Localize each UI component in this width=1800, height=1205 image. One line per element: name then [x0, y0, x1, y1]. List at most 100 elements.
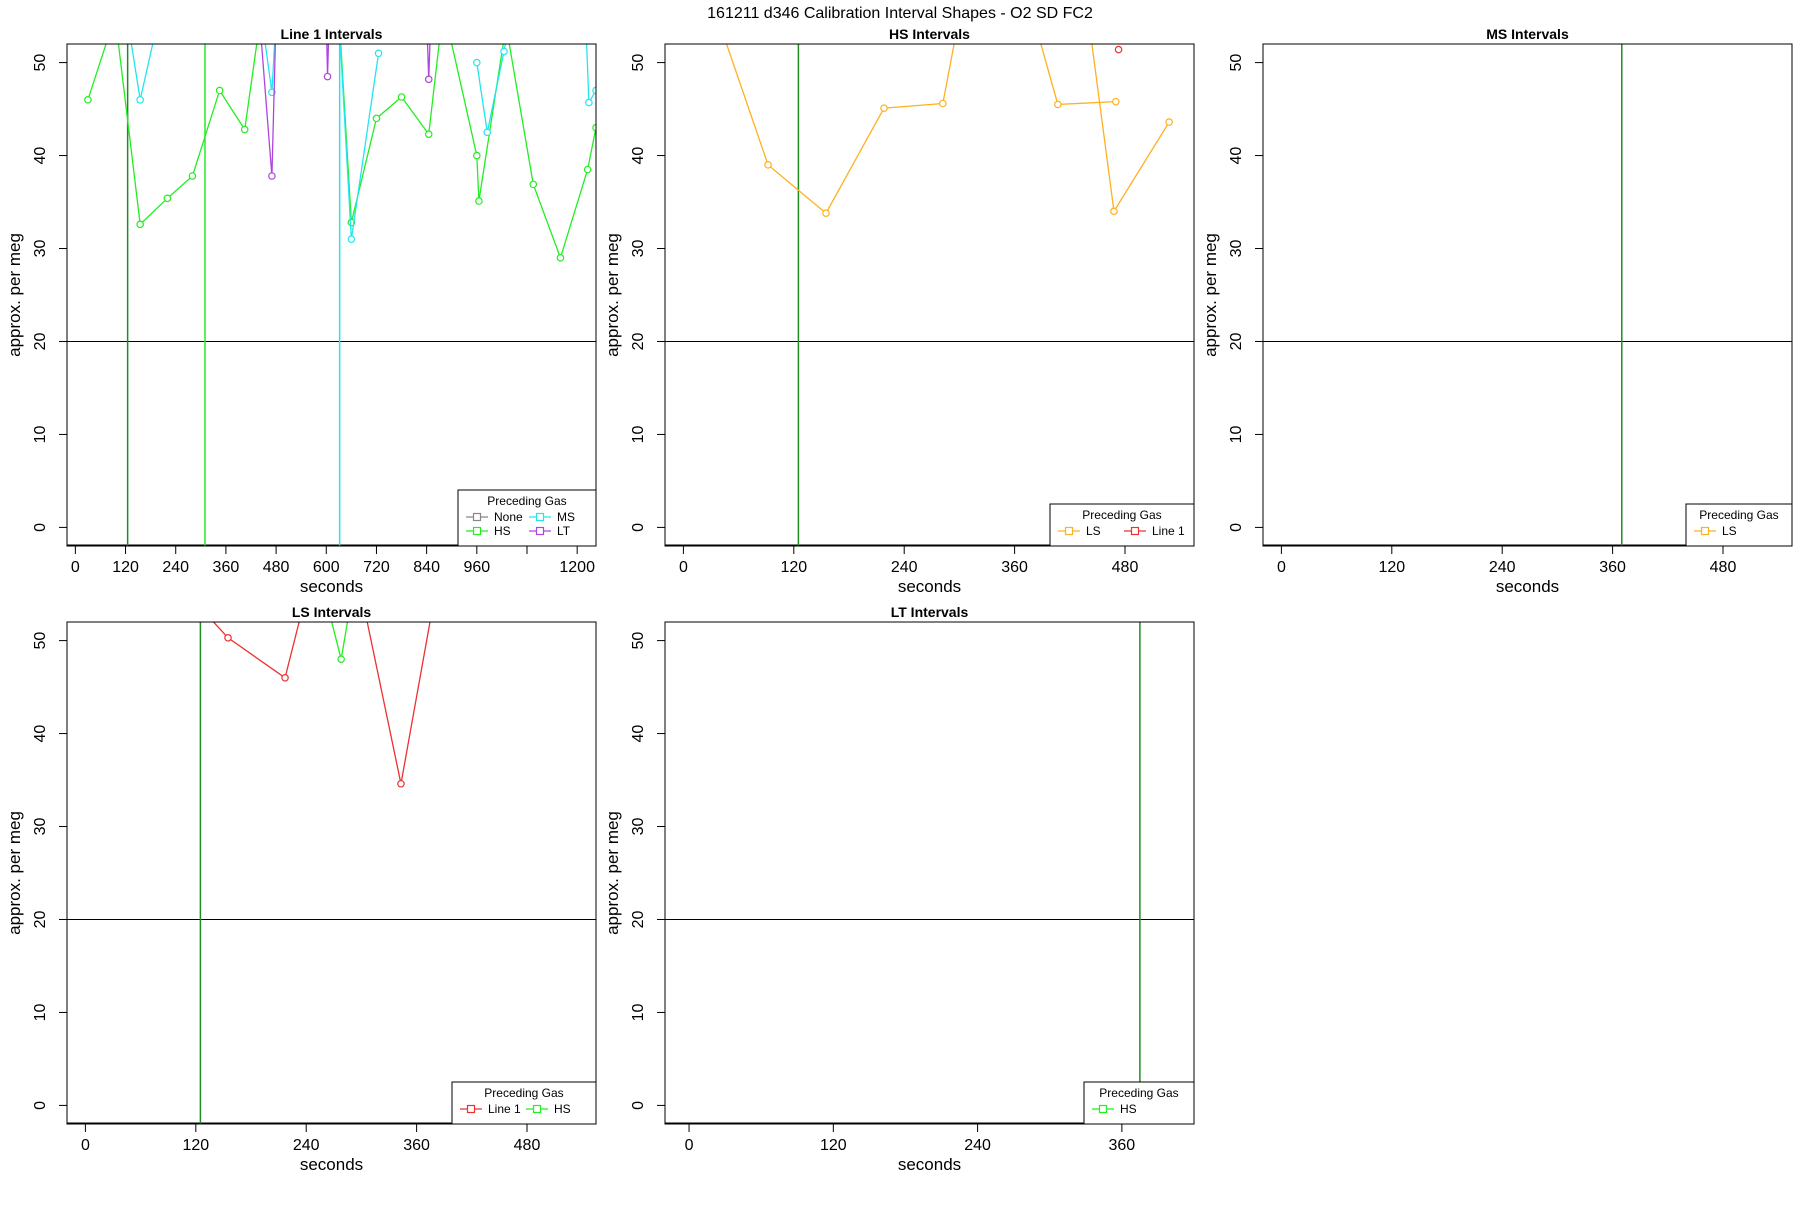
y-tick-label: 50: [32, 632, 49, 650]
y-tick-label: 20: [1228, 332, 1245, 350]
y-tick-label: 50: [32, 54, 49, 72]
data-point: [136, 95, 144, 104]
legend-title: Preceding Gas: [484, 1086, 563, 1100]
x-tick-label: 0: [679, 559, 688, 576]
series-lt: [260, 44, 277, 180]
y-tick-label: 10: [630, 425, 647, 443]
data-point: [268, 172, 276, 180]
data-point: [1110, 207, 1118, 216]
y-tick-label: 40: [32, 725, 49, 743]
x-tick-label: 480: [1112, 559, 1139, 576]
plot-area: [67, 622, 596, 1124]
legend-title: Preceding Gas: [1099, 1086, 1178, 1100]
plot-area: [665, 44, 1194, 546]
y-tick-label: 30: [630, 240, 647, 258]
data-point: [397, 93, 406, 101]
series-line: [476, 44, 506, 133]
y-tick-label: 10: [630, 1003, 647, 1021]
x-tick-label: 0: [1277, 559, 1286, 576]
data-point: [424, 130, 433, 138]
series-line: [339, 44, 380, 240]
series-line: [1091, 44, 1170, 214]
data-point: [939, 99, 947, 108]
y-tick-label: 30: [630, 818, 647, 836]
legend-box: [1685, 503, 1793, 547]
data-point: [224, 634, 232, 642]
legend-entry: HS: [494, 524, 511, 538]
legend-swatch-marker: [535, 512, 545, 522]
x-tick-label: 240: [1489, 559, 1516, 576]
legend-entry: LS: [1722, 524, 1737, 538]
legend-entry: LS: [1086, 524, 1101, 538]
data-point: [500, 47, 508, 56]
data-point: [529, 180, 538, 189]
y-axis-label: approx. per meg: [1201, 233, 1220, 357]
legend-box: [451, 1081, 597, 1125]
legend-entry: HS: [1120, 1102, 1137, 1116]
x-tick-label: 240: [891, 559, 918, 576]
y-tick-label: 50: [1228, 54, 1245, 72]
y-tick-label: 50: [630, 632, 647, 650]
data-point: [374, 49, 383, 58]
panel-frame: [664, 43, 1195, 547]
legend-title: Preceding Gas: [1082, 508, 1161, 522]
data-point: [1114, 45, 1123, 54]
legend: Preceding Gas LS: [1685, 503, 1793, 547]
panel-3: MS Intervals seconds approx. per meg 0 120 24…: [1201, 26, 1793, 596]
x-tick-label: 360: [1109, 1137, 1136, 1154]
x-tick-label: 1200: [559, 559, 595, 576]
legend-entry: None: [494, 510, 523, 524]
legend-swatch-marker: [535, 526, 545, 536]
x-tick-label: 360: [1599, 559, 1626, 576]
series-line-1: [366, 622, 431, 788]
y-tick-label: 20: [630, 332, 647, 350]
x-tick-label: 0: [81, 1137, 90, 1154]
data-point: [822, 209, 830, 217]
legend-swatch-marker: [466, 1104, 476, 1114]
y-tick-label: 10: [1228, 425, 1245, 443]
legend-box: [1049, 503, 1195, 547]
legend: Preceding Gas None MS HS LT: [457, 489, 597, 547]
panel-title: LT Intervals: [891, 604, 969, 620]
x-axis-label: seconds: [1496, 577, 1559, 596]
data-point: [323, 72, 332, 81]
legend-swatch-marker: [1098, 1104, 1108, 1114]
data-point: [163, 194, 172, 203]
y-tick-label: 0: [630, 1101, 647, 1110]
x-tick-label: 240: [293, 1137, 320, 1154]
data-point: [880, 104, 888, 112]
legend-entry: MS: [557, 510, 575, 524]
y-tick-label: 10: [32, 1003, 49, 1021]
legend-swatch-marker: [1064, 526, 1074, 536]
series-hs: [84, 44, 596, 262]
legend-swatch-marker: [472, 512, 482, 522]
x-tick-label: 720: [363, 559, 390, 576]
y-tick-label: 40: [630, 725, 647, 743]
data-point: [188, 172, 197, 180]
figure-title: 161211 d346 Calibration Interval Shapes …: [707, 5, 1093, 22]
data-point: [764, 161, 772, 169]
legend: Preceding Gas Line 1 HS: [451, 1081, 597, 1125]
x-tick-label: 360: [403, 1137, 430, 1154]
data-point: [240, 125, 249, 134]
legend-swatch-marker: [472, 526, 482, 536]
y-tick-label: 10: [32, 425, 49, 443]
series-line: [130, 44, 154, 100]
x-tick-label: 600: [313, 559, 340, 576]
x-axis-label: seconds: [898, 577, 961, 596]
panel-1: Line 1 Intervals seconds approx. per meg 0 1…: [5, 26, 597, 596]
panel-4: LS Intervals seconds approx. per meg 0 120 24…: [5, 604, 597, 1174]
x-tick-label: 480: [263, 559, 290, 576]
data-point: [556, 254, 565, 262]
x-tick-label: 120: [820, 1137, 847, 1154]
series-ms: [339, 44, 383, 244]
legend-entry: Line 1: [488, 1102, 521, 1116]
panel-frame: [66, 43, 597, 547]
panel-title: MS Intervals: [1486, 26, 1569, 42]
y-tick-label: 40: [630, 147, 647, 165]
y-tick-label: 20: [32, 910, 49, 928]
legend-swatch-marker: [532, 1104, 542, 1114]
y-tick-label: 0: [1228, 523, 1245, 532]
panel-frame: [1262, 43, 1793, 547]
data-point: [136, 220, 144, 229]
